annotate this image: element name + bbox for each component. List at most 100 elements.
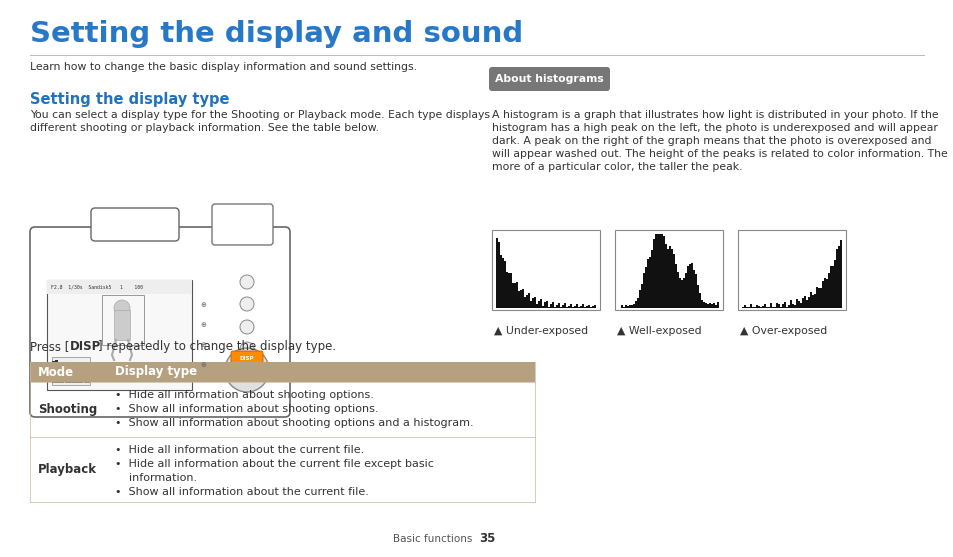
Bar bbox=[821, 281, 823, 308]
Bar bbox=[517, 291, 519, 308]
Bar bbox=[541, 306, 543, 308]
Bar bbox=[102, 295, 144, 345]
Bar bbox=[704, 303, 706, 308]
Bar bbox=[829, 266, 831, 308]
Text: Basic functions: Basic functions bbox=[393, 534, 472, 544]
Bar bbox=[655, 234, 656, 308]
Bar bbox=[530, 301, 531, 308]
Bar bbox=[778, 305, 779, 308]
Bar bbox=[512, 283, 514, 308]
Bar bbox=[578, 307, 579, 308]
Bar bbox=[801, 298, 803, 308]
Bar bbox=[664, 244, 666, 308]
Text: information.: information. bbox=[115, 473, 197, 483]
Bar bbox=[699, 293, 700, 308]
Text: •  Hide all information about the current file.: • Hide all information about the current… bbox=[115, 445, 364, 455]
Bar bbox=[497, 242, 499, 308]
Text: A histogram is a graph that illustrates how light is distributed in your photo. : A histogram is a graph that illustrates … bbox=[492, 110, 938, 120]
Text: ⊕: ⊕ bbox=[200, 302, 206, 308]
Bar bbox=[817, 288, 819, 308]
Bar bbox=[68, 375, 71, 383]
Bar bbox=[527, 294, 529, 308]
Bar bbox=[700, 300, 702, 308]
Bar bbox=[769, 304, 771, 308]
Bar bbox=[670, 249, 672, 308]
Bar bbox=[702, 302, 704, 308]
Bar bbox=[569, 304, 571, 308]
Text: You can select a display type for the Shooting or Playback mode. Each type displ: You can select a display type for the Sh… bbox=[30, 110, 490, 120]
Bar bbox=[690, 263, 692, 308]
Bar bbox=[825, 279, 827, 308]
Bar bbox=[563, 304, 565, 308]
Bar bbox=[556, 305, 558, 308]
Bar bbox=[773, 307, 775, 308]
Bar bbox=[113, 310, 130, 340]
Text: Shooting: Shooting bbox=[38, 403, 97, 416]
Bar bbox=[688, 264, 690, 308]
Bar bbox=[550, 304, 551, 308]
Bar bbox=[679, 278, 680, 308]
Bar bbox=[622, 307, 624, 308]
Bar bbox=[741, 307, 743, 308]
Bar bbox=[717, 302, 718, 308]
Bar bbox=[695, 274, 696, 308]
Bar bbox=[712, 302, 714, 308]
Bar bbox=[815, 287, 817, 308]
Bar bbox=[760, 307, 761, 308]
Bar bbox=[763, 304, 765, 308]
Bar bbox=[811, 295, 813, 308]
Bar bbox=[547, 307, 549, 308]
Bar bbox=[525, 295, 527, 308]
Bar bbox=[554, 307, 556, 308]
FancyBboxPatch shape bbox=[30, 227, 290, 417]
Bar bbox=[567, 306, 569, 308]
Bar bbox=[537, 301, 539, 308]
Bar bbox=[558, 302, 559, 308]
Text: •  Show all information about shooting options.: • Show all information about shooting op… bbox=[115, 404, 378, 414]
Bar bbox=[791, 304, 793, 308]
Text: F2.8  1/30s  Sandisk5   1    100: F2.8 1/30s Sandisk5 1 100 bbox=[51, 285, 143, 290]
Bar bbox=[809, 292, 811, 308]
Bar bbox=[795, 299, 797, 308]
Text: 35: 35 bbox=[478, 532, 495, 545]
Bar bbox=[55, 360, 58, 383]
Text: Mode: Mode bbox=[38, 365, 74, 379]
Bar bbox=[640, 284, 642, 308]
Bar bbox=[659, 234, 660, 308]
Bar bbox=[745, 307, 747, 308]
Bar bbox=[561, 305, 563, 308]
Bar bbox=[662, 236, 664, 308]
Bar bbox=[813, 294, 815, 308]
Bar bbox=[749, 305, 751, 308]
Bar bbox=[84, 372, 87, 383]
Bar bbox=[514, 282, 516, 308]
Bar bbox=[559, 307, 561, 308]
Bar bbox=[74, 369, 77, 383]
Text: ▲ Well-exposed: ▲ Well-exposed bbox=[617, 326, 700, 336]
Bar bbox=[637, 298, 639, 308]
Bar bbox=[668, 246, 670, 308]
Bar bbox=[706, 304, 708, 308]
Bar bbox=[785, 307, 787, 308]
Text: histogram has a high peak on the left, the photo is underexposed and will appear: histogram has a high peak on the left, t… bbox=[492, 123, 937, 133]
Bar bbox=[496, 238, 497, 308]
Bar bbox=[592, 306, 593, 308]
Bar bbox=[840, 241, 841, 308]
Bar bbox=[626, 306, 628, 308]
Bar bbox=[492, 230, 599, 310]
Bar bbox=[501, 258, 503, 308]
Bar bbox=[630, 305, 632, 308]
Bar bbox=[751, 307, 753, 308]
Bar bbox=[677, 272, 679, 308]
Bar bbox=[797, 301, 799, 308]
Bar bbox=[47, 280, 192, 390]
Bar bbox=[87, 376, 90, 383]
Bar bbox=[77, 364, 80, 383]
FancyBboxPatch shape bbox=[91, 208, 179, 241]
Bar bbox=[52, 357, 90, 385]
Bar bbox=[765, 307, 767, 308]
FancyBboxPatch shape bbox=[489, 67, 609, 91]
Bar bbox=[71, 377, 73, 383]
Bar bbox=[581, 305, 583, 308]
Circle shape bbox=[236, 360, 256, 380]
